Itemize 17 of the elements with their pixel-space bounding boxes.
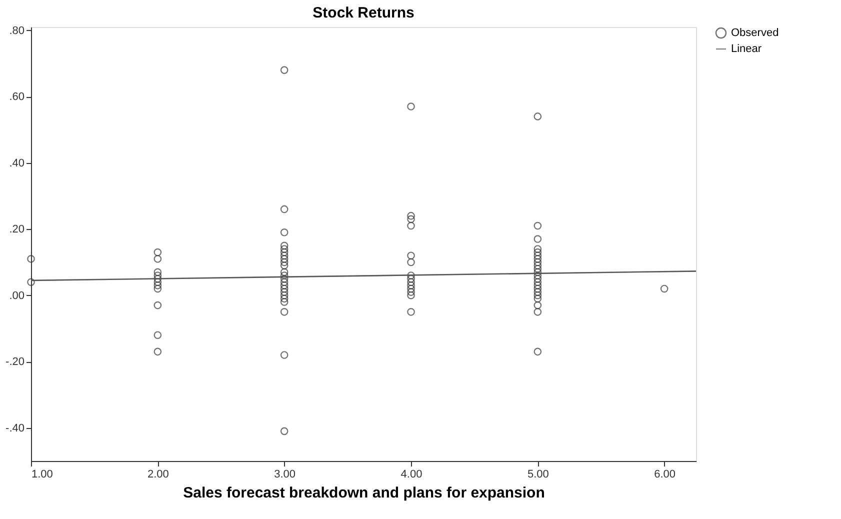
y-tick-label: .80 xyxy=(9,24,24,37)
y-tick-label: .60 xyxy=(9,91,24,104)
y-tick-label: -.20 xyxy=(6,356,24,368)
x-tick-label: 2.00 xyxy=(147,468,169,480)
x-axis-title: Sales forecast breakdown and plans for expansion xyxy=(183,484,545,502)
legend-label: Observed xyxy=(731,27,779,39)
y-tick-label: .00 xyxy=(9,290,24,302)
y-tick-label: .20 xyxy=(9,224,24,236)
y-tick-label: .40 xyxy=(9,157,24,170)
x-tick-label: 6.00 xyxy=(654,468,676,480)
chart-title: Stock Returns xyxy=(312,4,414,22)
x-tick-label: 3.00 xyxy=(274,468,296,480)
x-tick-label: 5.00 xyxy=(527,468,549,480)
y-tick-label: -.40 xyxy=(6,422,24,434)
x-tick-label: 4.00 xyxy=(400,468,422,480)
legend-label: Linear xyxy=(731,43,762,55)
x-tick-label: 1.00 xyxy=(32,468,53,480)
